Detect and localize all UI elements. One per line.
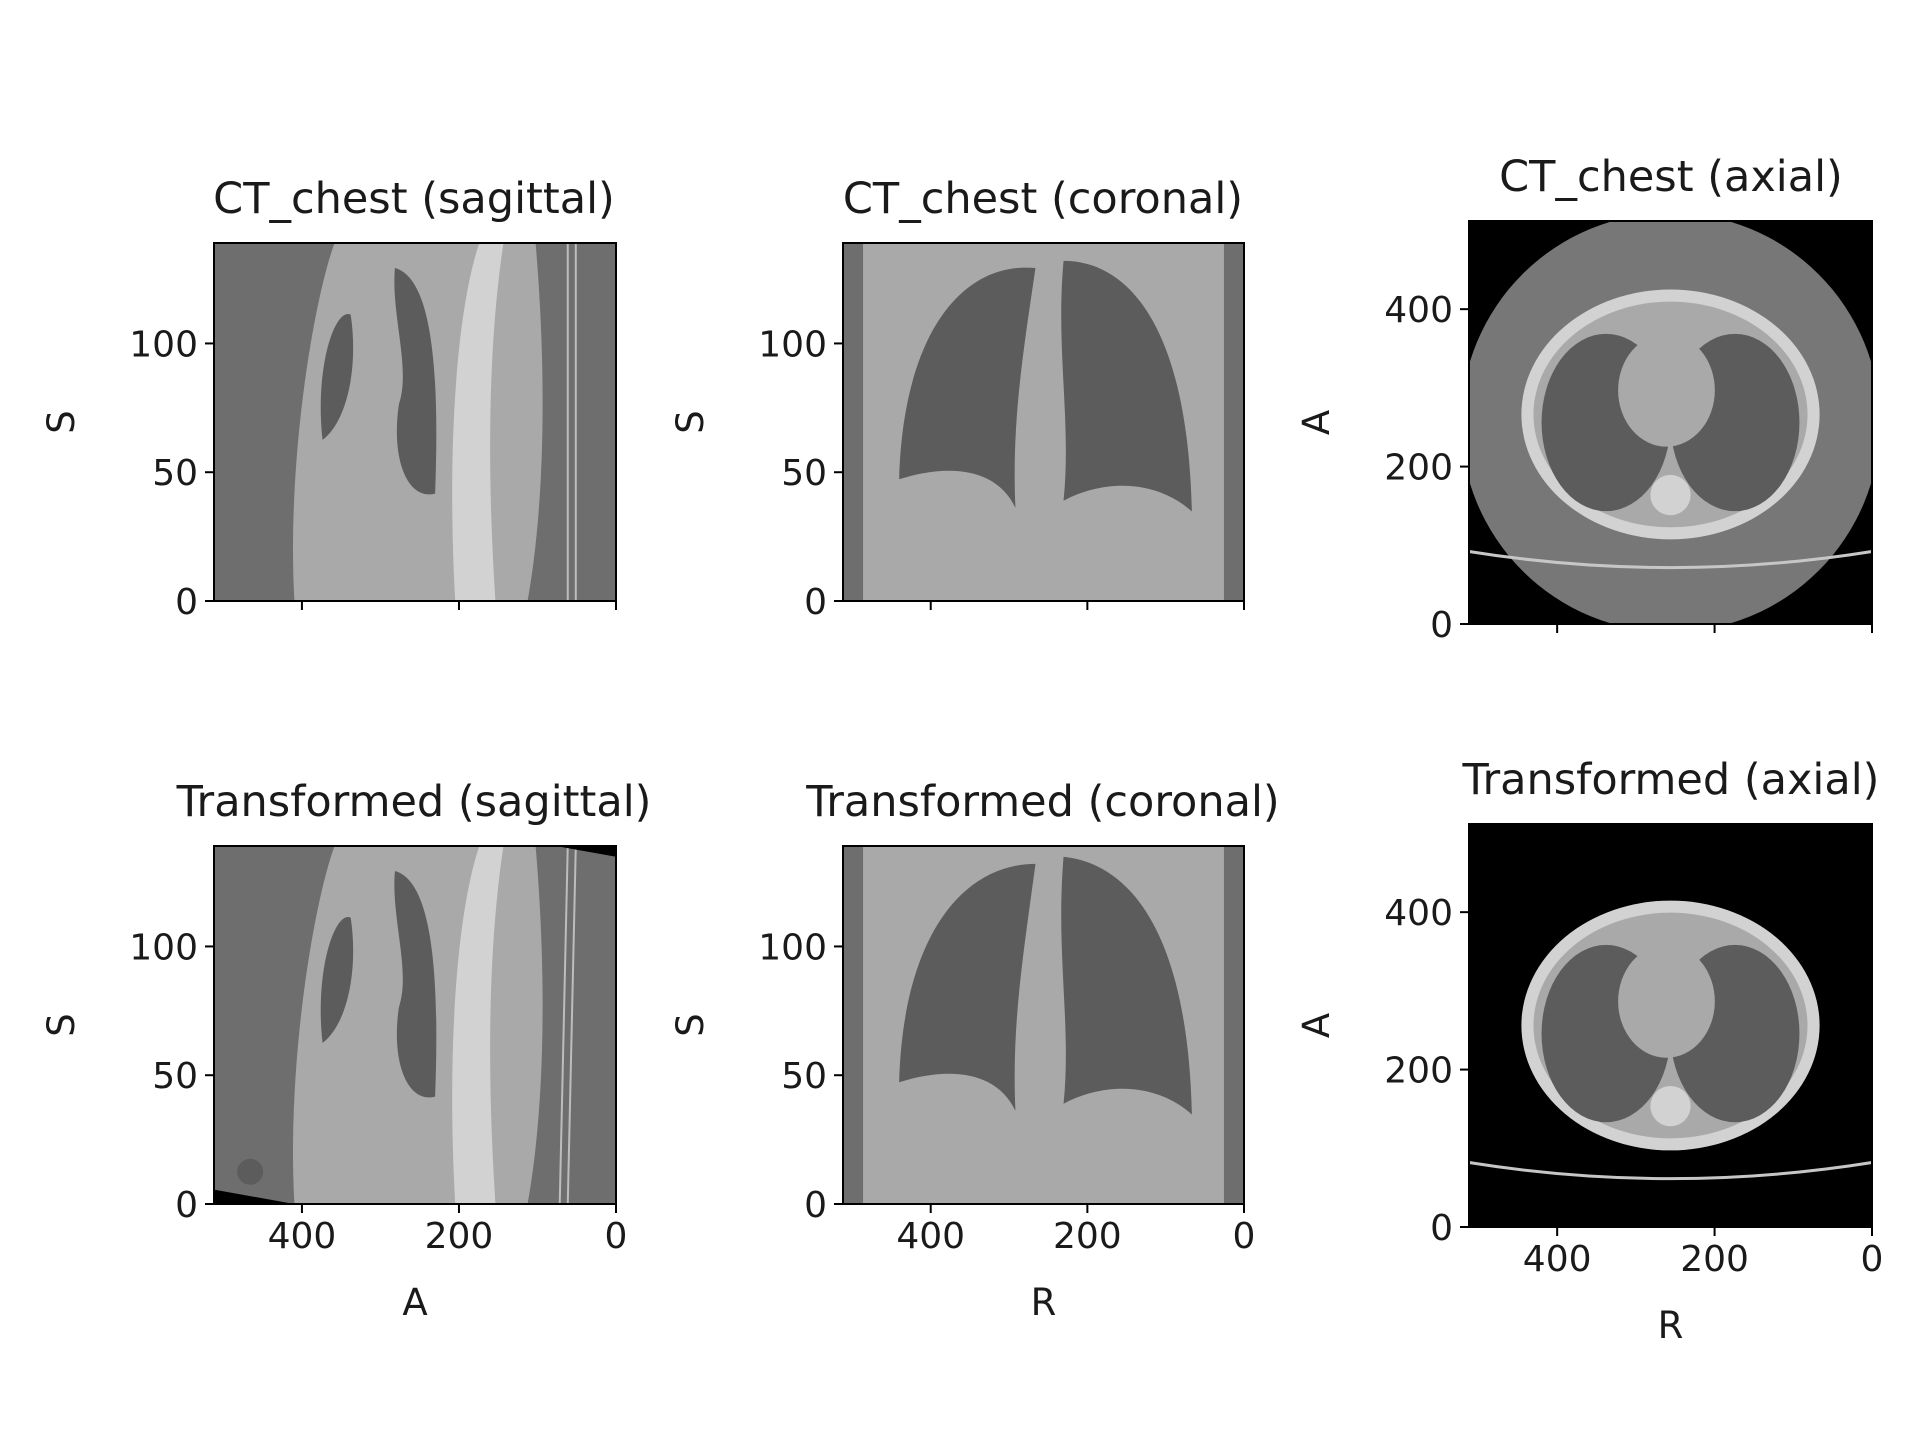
lung-posterior: [394, 268, 437, 495]
x-tick-label: 0: [605, 1216, 628, 1257]
axes-frame: [213, 845, 617, 1205]
panel-coronal-transformed: 400 200 0 0 50 100 Transformed (coronal) S R: [669, 777, 1280, 1324]
x-tick-label: 400: [1523, 1239, 1592, 1280]
axes-frame: [1468, 823, 1873, 1228]
panel-title: CT_chest (coronal): [843, 174, 1243, 224]
y-axis-label: A: [1295, 1013, 1338, 1038]
panel-sagittal-original: 0 50 100 CT_chest (sagittal) S: [40, 174, 617, 623]
heart: [1618, 944, 1715, 1058]
y-tick-label: 0: [1430, 1208, 1453, 1249]
y-tick-label: 200: [1384, 1051, 1453, 1092]
lung-left: [1061, 856, 1192, 1115]
x-tick-label: 0: [1861, 1239, 1884, 1280]
spine: [452, 846, 504, 1204]
x-axis-label: A: [402, 1281, 427, 1324]
x-tick-label: 200: [1053, 1216, 1122, 1257]
y-tick-label: 50: [781, 1056, 827, 1097]
x-tick-label: 0: [1233, 1216, 1256, 1257]
y-axis-label: A: [1295, 410, 1338, 435]
panel-sagittal-transformed: 400 200 0 0 50 100 Transformed (sagittal) S A: [40, 777, 651, 1324]
y-tick-label: 400: [1384, 290, 1453, 331]
panel-axial-transformed: 400 200 0 0 200 400 Transformed (axial) A R: [1295, 755, 1883, 1347]
outside-fov: [555, 846, 616, 857]
axes-frame: [842, 242, 1245, 602]
lung-left: [1061, 260, 1192, 512]
y-tick-label: 0: [175, 582, 198, 623]
panel-title: CT_chest (sagittal): [213, 174, 615, 224]
axes-frame: [1468, 220, 1873, 625]
y-tick-label: 0: [804, 1185, 827, 1226]
panel-coronal-original: 0 50 100 CT_chest (coronal) S: [669, 174, 1245, 623]
y-tick-label: 200: [1384, 448, 1453, 489]
y-tick-label: 100: [129, 324, 198, 365]
y-axis-label: S: [40, 1013, 83, 1037]
y-axis-label: S: [669, 410, 712, 434]
heart: [1618, 333, 1715, 447]
panel-title: CT_chest (axial): [1499, 152, 1843, 202]
y-tick-label: 100: [758, 324, 827, 365]
lung-anterior: [320, 917, 354, 1043]
vertebra: [1650, 1085, 1691, 1127]
panel-title: Transformed (sagittal): [176, 777, 652, 827]
vertebra: [1650, 474, 1691, 516]
lung-right: [899, 863, 1036, 1111]
y-tick-label: 400: [1384, 893, 1453, 934]
lung-anterior: [320, 314, 354, 440]
x-tick-label: 200: [425, 1216, 494, 1257]
y-tick-label: 50: [781, 453, 827, 494]
ct-table-line: [1468, 549, 1873, 570]
x-axis-label: R: [1031, 1281, 1057, 1324]
y-tick-label: 0: [804, 582, 827, 623]
x-tick-label: 400: [896, 1216, 965, 1257]
ct-table-line: [1468, 1161, 1873, 1181]
y-axis-label: S: [40, 410, 83, 434]
y-tick-label: 50: [152, 1056, 198, 1097]
x-tick-label: 200: [1680, 1239, 1749, 1280]
lung-right: [899, 267, 1036, 508]
panel-title: Transformed (axial): [1462, 755, 1880, 805]
axes-frame: [213, 242, 617, 602]
y-tick-label: 50: [152, 453, 198, 494]
x-axis-label: R: [1658, 1304, 1684, 1347]
y-tick-label: 100: [129, 927, 198, 968]
y-tick-label: 0: [175, 1185, 198, 1226]
panel-axial-original: 0 200 400 CT_chest (axial) A: [1295, 152, 1873, 646]
y-axis-label: S: [669, 1013, 712, 1037]
spine: [452, 243, 504, 601]
lung-posterior: [394, 871, 437, 1098]
y-tick-label: 0: [1430, 605, 1453, 646]
axes-frame: [842, 845, 1245, 1205]
x-tick-label: 400: [268, 1216, 337, 1257]
panel-title: Transformed (coronal): [805, 777, 1279, 827]
y-tick-label: 100: [758, 927, 827, 968]
ct-table-line: [566, 845, 577, 1205]
outside-fov: [214, 1189, 295, 1204]
ct-table-line: [558, 845, 569, 1205]
bowel-gas: [237, 1158, 264, 1185]
